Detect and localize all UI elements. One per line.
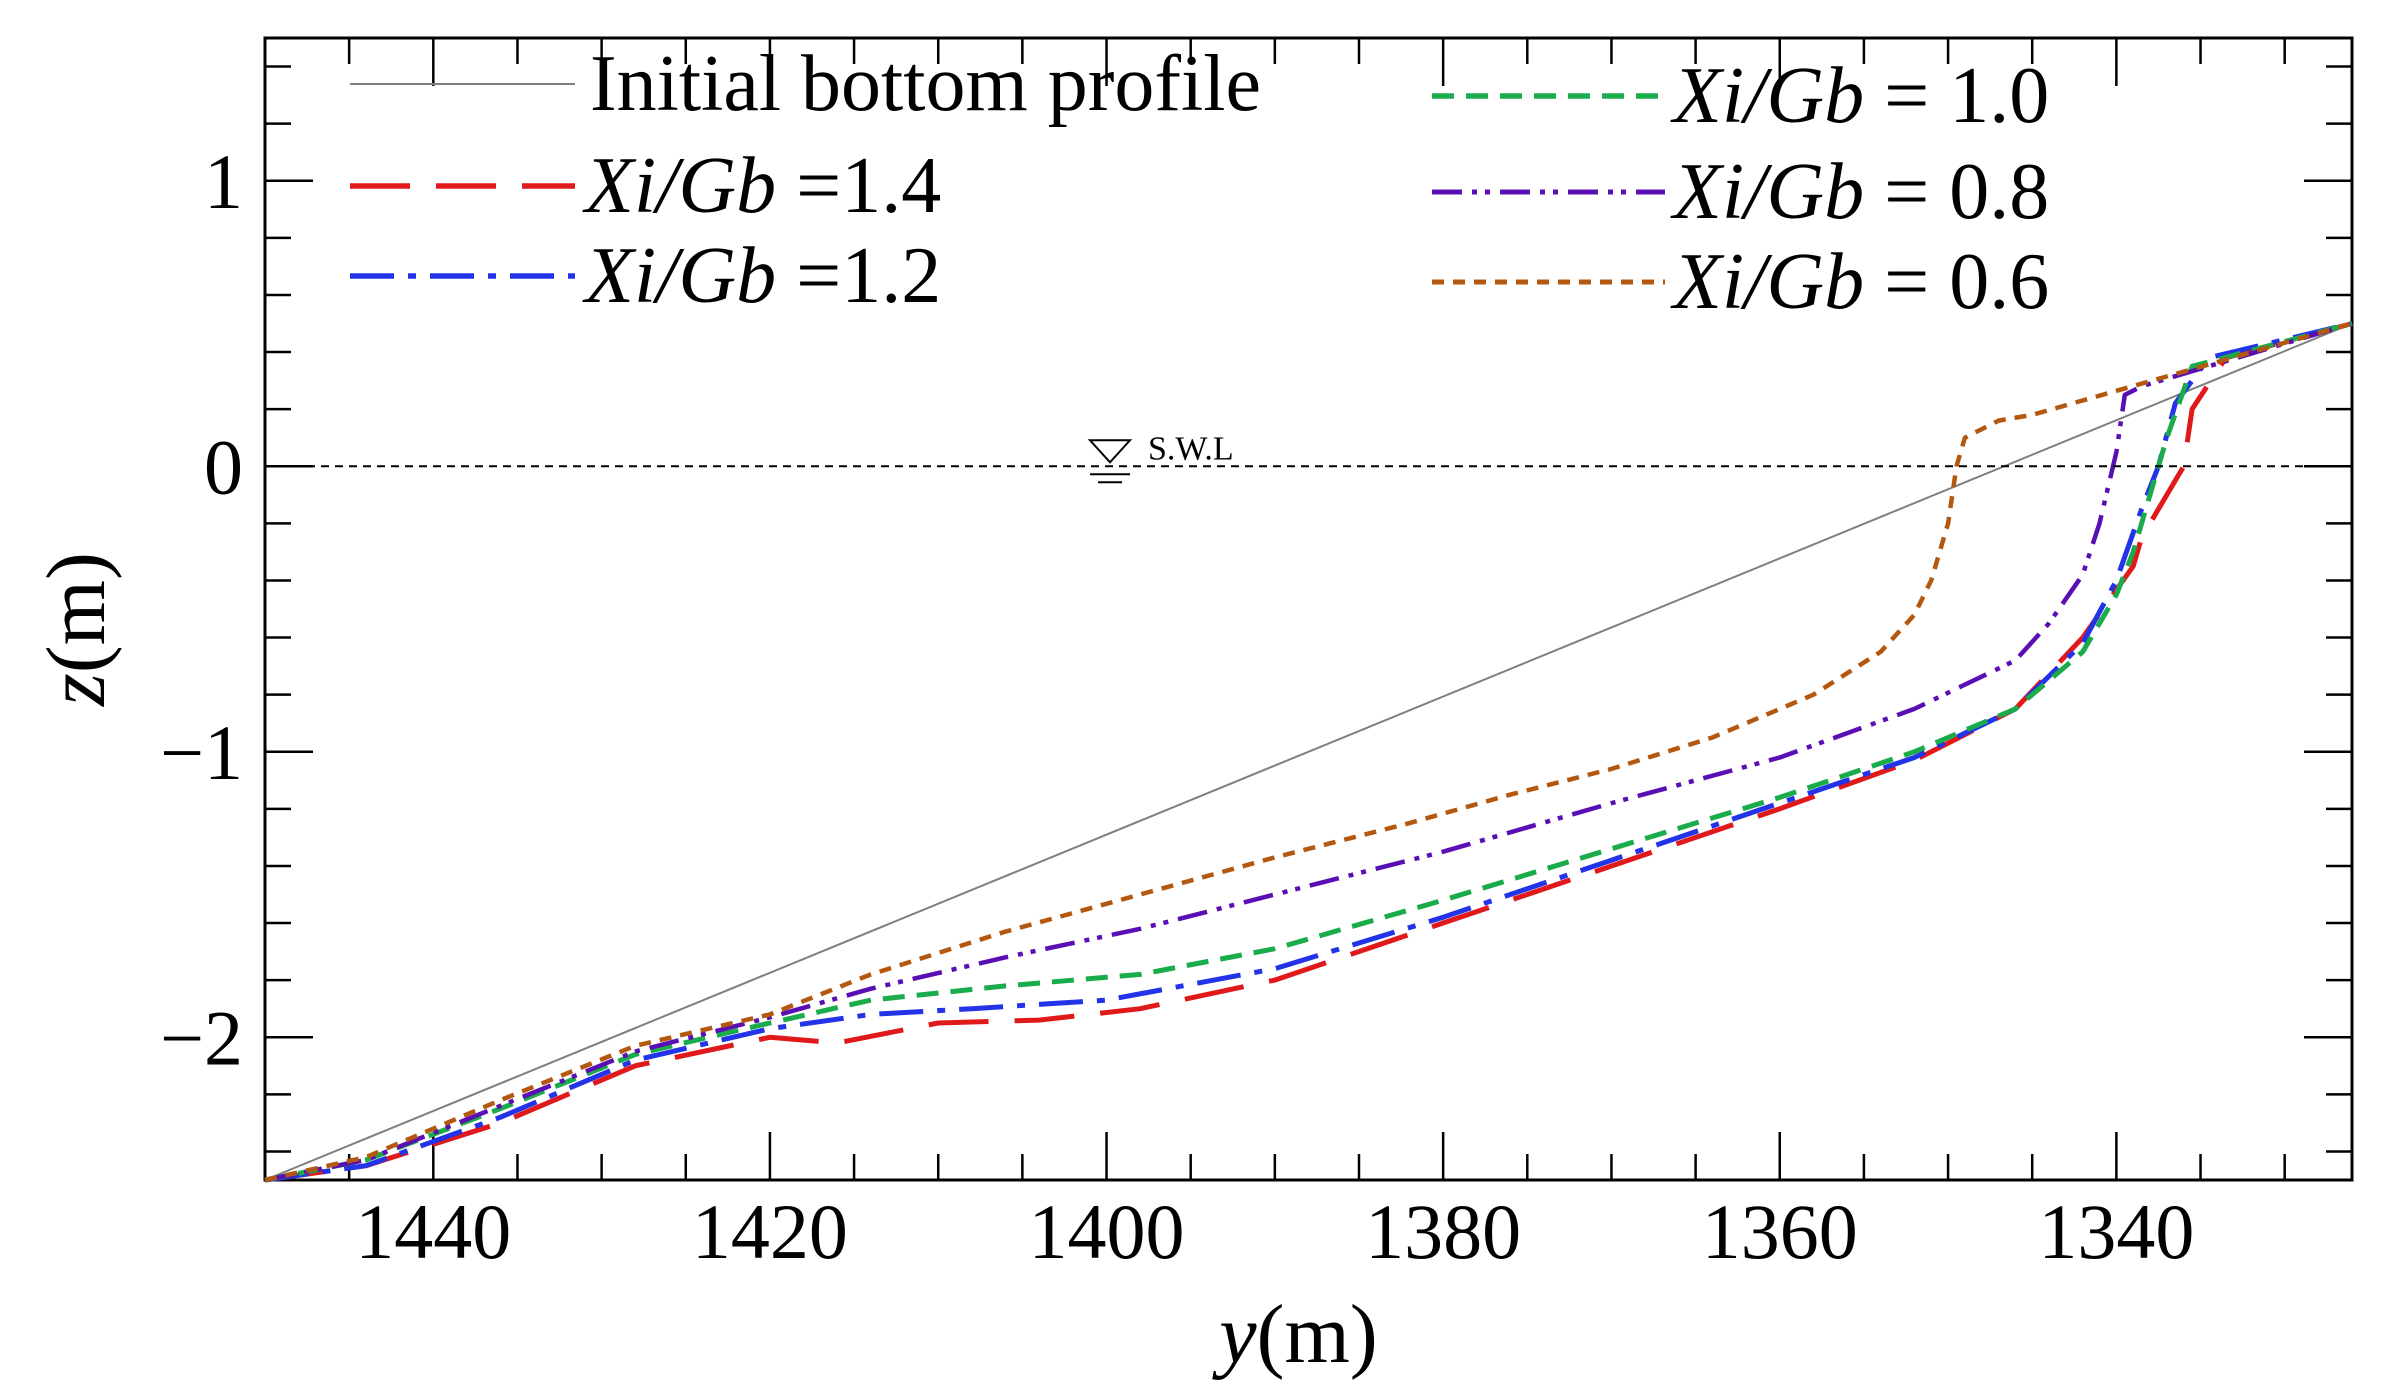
x-axis-var: y: [1211, 1288, 1257, 1381]
y-tick-label: −1: [160, 709, 243, 796]
legend-var: Xi/Gb: [582, 142, 776, 230]
legend-label-5: Xi/Gb = 0.6: [1670, 238, 2049, 326]
legend-value: =1.2: [776, 232, 941, 320]
legend-label-3: Xi/Gb = 1.0: [1670, 52, 2049, 140]
legend-value: = 1.0: [1864, 52, 2049, 140]
y-tick-label: −2: [160, 994, 243, 1081]
swl-layer: S.W.L: [265, 430, 2352, 484]
y-axis-var: z: [30, 673, 123, 707]
legend-label-0: Initial bottom profile: [590, 40, 1261, 128]
series-line-1: [264, 321, 2353, 1183]
legend-value: = 0.6: [1864, 238, 2049, 326]
x-tick-label: 1380: [1365, 1188, 1521, 1275]
y-tick-label: 0: [204, 423, 243, 510]
x-tick-label: 1340: [2038, 1188, 2194, 1275]
y-axis-unit: (m): [30, 552, 123, 673]
swl-label: S.W.L: [1148, 430, 1234, 467]
legend-value: =1.4: [776, 142, 941, 230]
legend-value: = 0.8: [1864, 148, 2049, 236]
x-axis-title: y(m): [1211, 1288, 1378, 1381]
legend-label-1: Xi/Gb =1.4: [582, 142, 941, 230]
legend-var: Xi/Gb: [1670, 148, 1864, 236]
x-tick-label: 1360: [1702, 1188, 1858, 1275]
legend-var: Xi/Gb: [1670, 52, 1864, 140]
swl-triangle-icon: [1087, 439, 1133, 464]
x-tick-label: 1420: [692, 1188, 848, 1275]
series-line-5: [264, 321, 2353, 1183]
series-line-3: [264, 321, 2353, 1183]
legend-var: Xi/Gb: [582, 232, 776, 320]
series-line-0: [264, 322, 2353, 1181]
series-layer: [264, 321, 2353, 1183]
legend-var: Xi/Gb: [1670, 238, 1864, 326]
x-tick-label: 1440: [355, 1188, 511, 1275]
y-axis-title: z(m): [30, 552, 123, 707]
y-tick-label: 1: [204, 138, 243, 225]
series-line-4: [264, 321, 2353, 1183]
x-axis-unit: (m): [1257, 1288, 1378, 1381]
x-tick-label: 1400: [1029, 1188, 1185, 1275]
legend-label-2: Xi/Gb =1.2: [582, 232, 941, 320]
plot-frame: [263, 36, 2354, 1182]
legend-label-4: Xi/Gb = 0.8: [1670, 148, 2049, 236]
